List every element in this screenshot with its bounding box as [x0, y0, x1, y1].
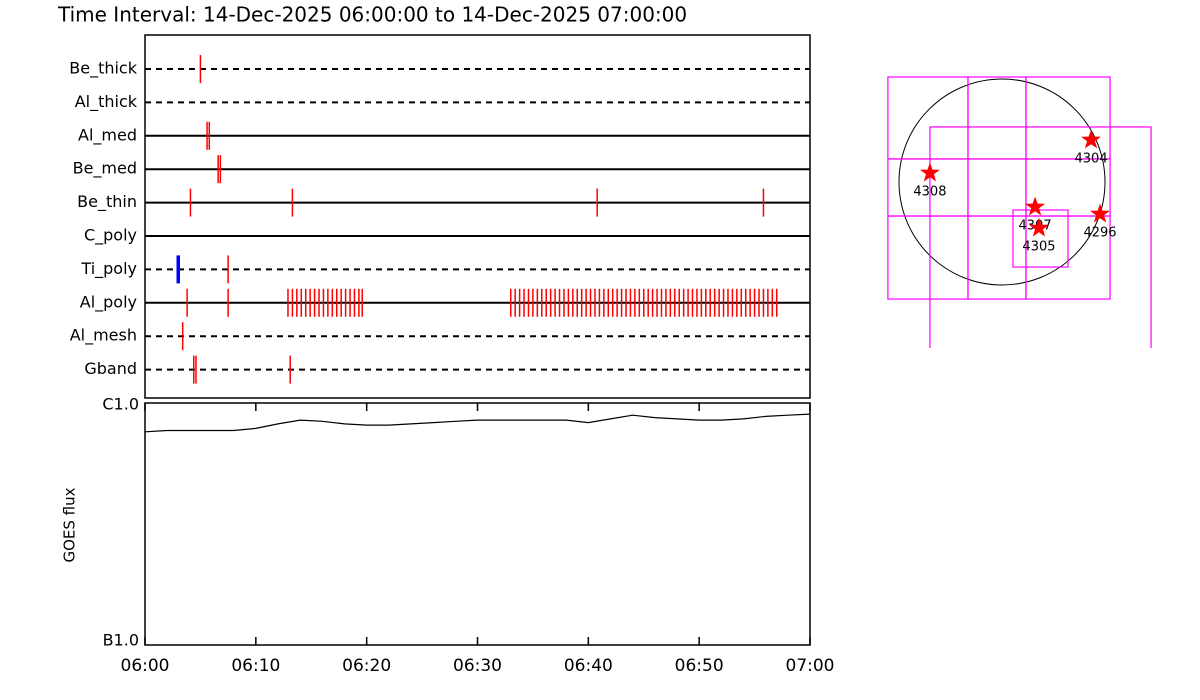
fov-box — [929, 126, 1152, 348]
fov-box — [967, 76, 1027, 160]
active-region-star — [1029, 217, 1049, 237]
x-tick-label: 06:50 — [675, 656, 724, 676]
active-region-star — [1081, 129, 1101, 149]
row-label: Gband — [84, 359, 137, 378]
y-axis-label: GOES flux — [61, 487, 79, 562]
fov-box — [967, 158, 1027, 217]
fov-box — [967, 215, 1027, 300]
active-region-label: 4296 — [1083, 226, 1116, 241]
page-title: Time Interval: 14-Dec-2025 06:00:00 to 1… — [57, 3, 687, 27]
sun-map: 43044308430743054296 — [887, 76, 1152, 348]
fov-box — [1012, 209, 1069, 268]
active-region-star — [1090, 203, 1110, 223]
active-region-label: 4308 — [913, 185, 946, 200]
y-tick-label: C1.0 — [102, 395, 139, 414]
goes-frame — [144, 402, 811, 646]
row-label: Al_poly — [80, 292, 137, 312]
fov-box — [1025, 76, 1111, 160]
solar-disk — [898, 78, 1106, 286]
row-label: Be_thin — [77, 192, 137, 212]
fov-box — [887, 215, 969, 300]
row-label: Al_med — [78, 125, 137, 145]
active-region-star — [1025, 196, 1046, 216]
active-region-label: 4304 — [1075, 151, 1108, 166]
active-region-star — [920, 162, 940, 182]
goes-curve — [144, 413, 811, 433]
x-tick-label: 06:40 — [564, 656, 613, 676]
row-label: Be_thick — [69, 59, 137, 79]
x-tick-label: 06:10 — [231, 656, 280, 676]
y-tick-label: B1.0 — [103, 631, 139, 650]
x-tick-label: 06:20 — [342, 656, 391, 676]
row-label: Be_med — [73, 159, 137, 179]
row-label: Al_mesh — [70, 326, 137, 346]
row-label: Ti_poly — [80, 259, 137, 279]
x-tick-label: 06:00 — [121, 656, 170, 676]
x-tick-label: 06:30 — [453, 656, 502, 676]
timeline-frame — [144, 34, 811, 399]
row-label: C_poly — [84, 226, 137, 246]
fov-box — [887, 76, 969, 160]
row-label: Al_thick — [75, 92, 138, 112]
active-region-label: 4305 — [1022, 240, 1055, 255]
x-tick-label: 07:00 — [786, 656, 835, 676]
